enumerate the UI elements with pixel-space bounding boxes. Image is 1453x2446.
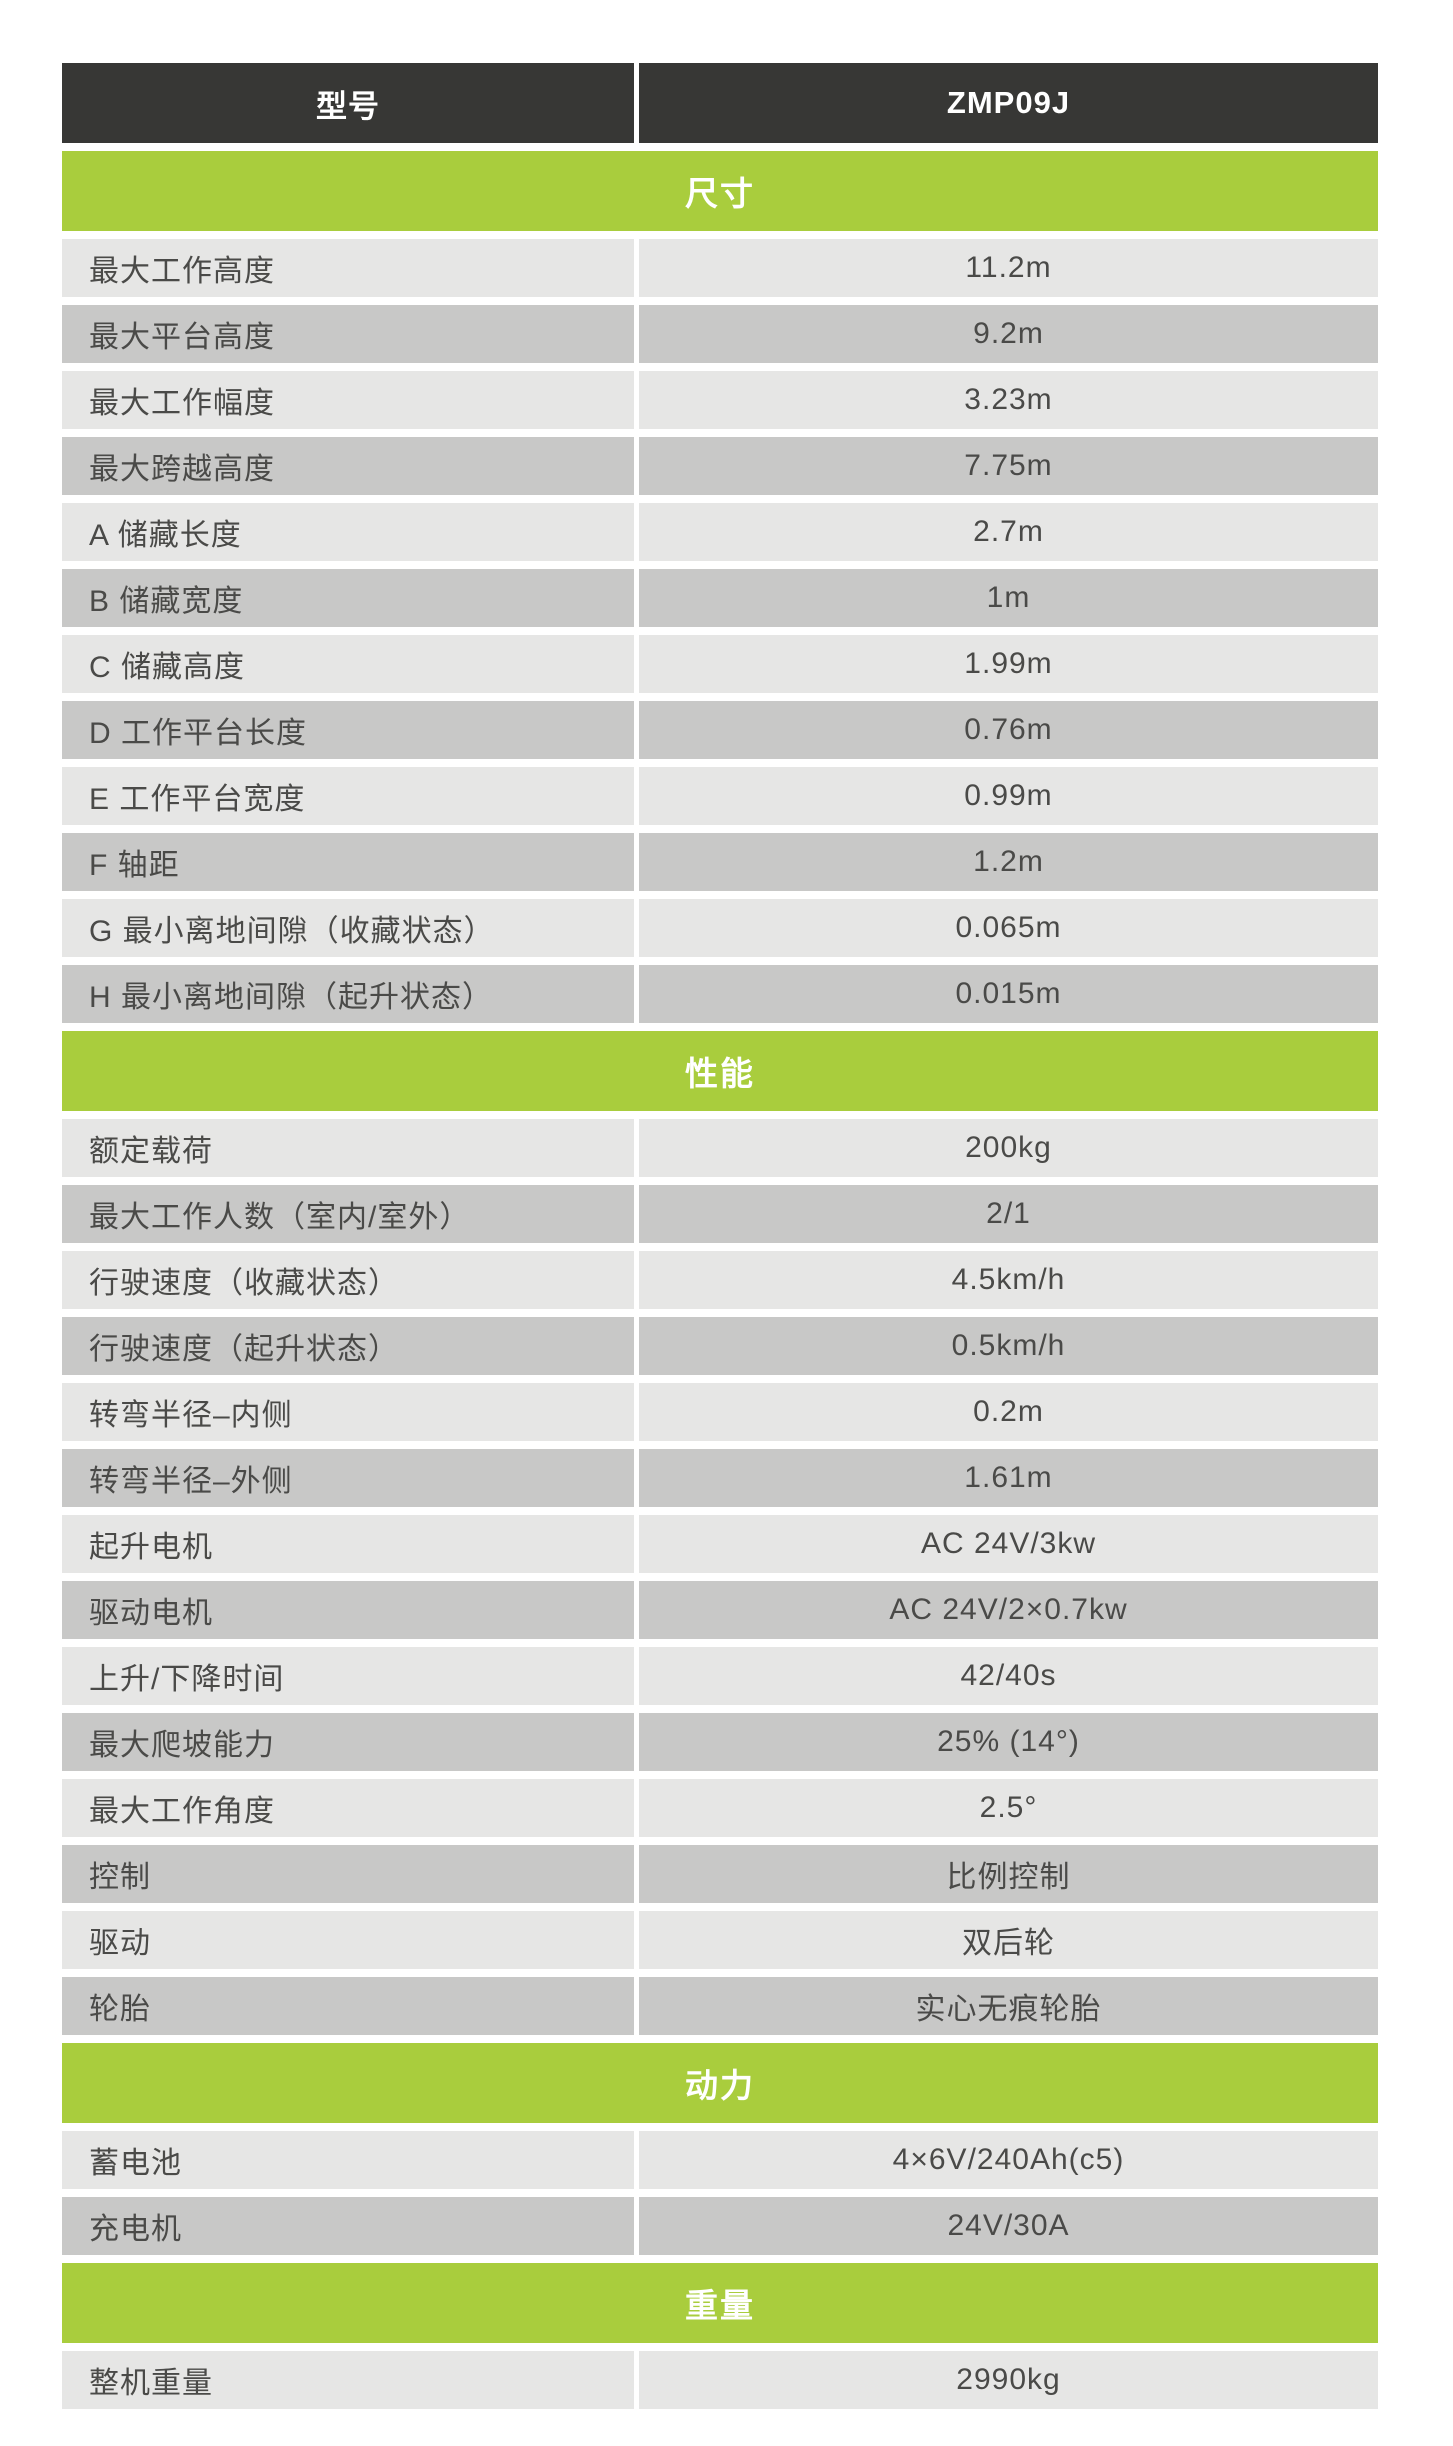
spec-value: 25% (14°) [639,1713,1378,1771]
table-row: 行驶速度（起升状态） 0.5km/h [62,1317,1378,1375]
spec-label: H 最小离地间隙（起升状态） [62,965,634,1023]
section-header: 尺寸 [62,151,1378,231]
section-title: 性能 [685,1055,755,1092]
spec-value: 0.065m [639,899,1378,957]
table-row: F 轴距 1.2m [62,833,1378,891]
spec-value: AC 24V/2×0.7kw [639,1581,1378,1639]
table-row: 最大爬坡能力 25% (14°) [62,1713,1378,1771]
table-row: 蓄电池 4×6V/240Ah(c5) [62,2131,1378,2189]
table-row: 控制 比例控制 [62,1845,1378,1903]
spec-value: 11.2m [639,239,1378,297]
spec-label: 驱动 [62,1911,634,1969]
spec-value: 42/40s [639,1647,1378,1705]
spec-label: 最大跨越高度 [62,437,634,495]
spec-label: C 储藏高度 [62,635,634,693]
table-row: 轮胎 实心无痕轮胎 [62,1977,1378,2035]
table-row: 充电机 24V/30A [62,2197,1378,2255]
spec-value: 0.76m [639,701,1378,759]
table-row: 行驶速度（收藏状态） 4.5km/h [62,1251,1378,1309]
spec-label: E 工作平台宽度 [62,767,634,825]
table-row: D 工作平台长度 0.76m [62,701,1378,759]
table-row: 最大跨越高度 7.75m [62,437,1378,495]
spec-label: A 储藏长度 [62,503,634,561]
spec-value: AC 24V/3kw [639,1515,1378,1573]
table-row: 最大工作角度 2.5° [62,1779,1378,1837]
section-title: 尺寸 [685,175,755,212]
spec-label: 充电机 [62,2197,634,2255]
table-row: 额定载荷 200kg [62,1119,1378,1177]
spec-value: 1m [639,569,1378,627]
spec-label: 最大工作高度 [62,239,634,297]
table-row: 转弯半径–内侧 0.2m [62,1383,1378,1441]
model-name: ZMP09J [639,63,1378,143]
table-row: G 最小离地间隙（收藏状态） 0.065m [62,899,1378,957]
spec-label: 轮胎 [62,1977,634,2035]
spec-label: 整机重量 [62,2351,634,2409]
spec-label: D 工作平台长度 [62,701,634,759]
spec-table: 型号 ZMP09J 尺寸 最大工作高度 11.2m 最大平台高度 9.2m 最大… [62,63,1378,2409]
spec-value: 双后轮 [639,1911,1378,1969]
spec-value: 24V/30A [639,2197,1378,2255]
spec-label: 最大工作角度 [62,1779,634,1837]
spec-label: 转弯半径–外侧 [62,1449,634,1507]
table-row: 最大平台高度 9.2m [62,305,1378,363]
table-header-row: 型号 ZMP09J [62,63,1378,143]
spec-label: 控制 [62,1845,634,1903]
section-title: 重量 [685,2287,755,2324]
table-row: E 工作平台宽度 0.99m [62,767,1378,825]
spec-label: 行驶速度（起升状态） [62,1317,634,1375]
spec-label: 驱动电机 [62,1581,634,1639]
spec-value: 9.2m [639,305,1378,363]
spec-value: 4.5km/h [639,1251,1378,1309]
table-row: 最大工作高度 11.2m [62,239,1378,297]
spec-value: 2.5° [639,1779,1378,1837]
spec-label: G 最小离地间隙（收藏状态） [62,899,634,957]
table-row: 最大工作人数（室内/室外） 2/1 [62,1185,1378,1243]
table-row: 驱动 双后轮 [62,1911,1378,1969]
spec-value: 2.7m [639,503,1378,561]
spec-value: 0.5km/h [639,1317,1378,1375]
table-row: 上升/下降时间 42/40s [62,1647,1378,1705]
model-header-label: 型号 [62,63,634,143]
spec-value: 200kg [639,1119,1378,1177]
spec-label: 蓄电池 [62,2131,634,2189]
spec-value: 1.61m [639,1449,1378,1507]
spec-label: B 储藏宽度 [62,569,634,627]
spec-value: 比例控制 [639,1845,1378,1903]
spec-label: 最大工作人数（室内/室外） [62,1185,634,1243]
section-header: 性能 [62,1031,1378,1111]
spec-label: 转弯半径–内侧 [62,1383,634,1441]
table-row: 驱动电机 AC 24V/2×0.7kw [62,1581,1378,1639]
spec-label: 最大工作幅度 [62,371,634,429]
spec-label: 额定载荷 [62,1119,634,1177]
spec-value: 0.015m [639,965,1378,1023]
section-header: 重量 [62,2263,1378,2343]
table-row: 最大工作幅度 3.23m [62,371,1378,429]
spec-value: 1.99m [639,635,1378,693]
spec-label: 最大爬坡能力 [62,1713,634,1771]
table-row: C 储藏高度 1.99m [62,635,1378,693]
spec-value: 2/1 [639,1185,1378,1243]
table-row: 整机重量 2990kg [62,2351,1378,2409]
spec-value: 7.75m [639,437,1378,495]
section-title: 动力 [685,2067,755,2104]
table-row: H 最小离地间隙（起升状态） 0.015m [62,965,1378,1023]
table-row: B 储藏宽度 1m [62,569,1378,627]
spec-label: 行驶速度（收藏状态） [62,1251,634,1309]
spec-label: 上升/下降时间 [62,1647,634,1705]
spec-value: 1.2m [639,833,1378,891]
spec-value: 4×6V/240Ah(c5) [639,2131,1378,2189]
section-header: 动力 [62,2043,1378,2123]
spec-value: 0.99m [639,767,1378,825]
spec-value: 实心无痕轮胎 [639,1977,1378,2035]
spec-label: F 轴距 [62,833,634,891]
table-row: 起升电机 AC 24V/3kw [62,1515,1378,1573]
table-row: A 储藏长度 2.7m [62,503,1378,561]
table-row: 转弯半径–外侧 1.61m [62,1449,1378,1507]
spec-label: 最大平台高度 [62,305,634,363]
spec-value: 3.23m [639,371,1378,429]
spec-value: 0.2m [639,1383,1378,1441]
spec-label: 起升电机 [62,1515,634,1573]
spec-value: 2990kg [639,2351,1378,2409]
